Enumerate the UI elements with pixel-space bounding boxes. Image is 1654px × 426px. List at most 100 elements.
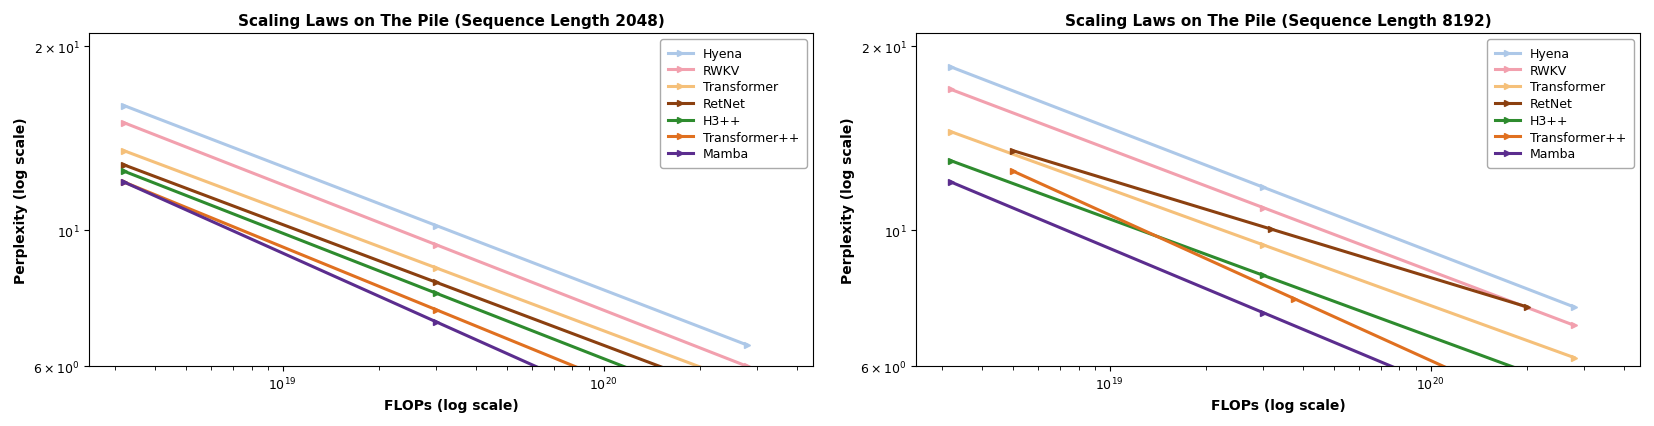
Hyena — [678, 320, 698, 325]
RWKV — [1465, 286, 1485, 291]
Transformer++ — [1335, 320, 1355, 325]
Line: RetNet: RetNet — [121, 162, 751, 403]
Transformer — [114, 149, 134, 154]
Hyena — [485, 246, 504, 251]
Mamba — [1312, 335, 1331, 340]
Line: Mamba: Mamba — [948, 179, 1578, 426]
Transformer — [941, 130, 961, 135]
Hyena — [116, 104, 136, 109]
Transformer++ — [116, 181, 136, 186]
Mamba — [943, 181, 963, 186]
Hyena — [1505, 282, 1525, 287]
H3++ — [1565, 387, 1585, 392]
Legend: Hyena, RWKV, Transformer, RetNet, H3++, Transformer++, Mamba: Hyena, RWKV, Transformer, RetNet, H3++, … — [660, 40, 807, 169]
RetNet — [1517, 305, 1537, 310]
RetNet — [1006, 149, 1025, 154]
X-axis label: FLOPs (log scale): FLOPs (log scale) — [1211, 398, 1346, 412]
H3++ — [495, 318, 514, 323]
H3++ — [114, 169, 134, 174]
RetNet — [114, 163, 134, 168]
Transformer++ — [1006, 170, 1025, 175]
Transformer — [483, 287, 503, 292]
Transformer — [1505, 334, 1525, 339]
RWKV — [116, 122, 136, 127]
RWKV — [1565, 323, 1585, 328]
Line: RWKV: RWKV — [121, 120, 751, 370]
RetNet — [1318, 244, 1338, 249]
Mamba — [1505, 416, 1525, 421]
Hyena — [941, 65, 961, 70]
H3++ — [116, 170, 136, 175]
Mamba — [941, 180, 961, 185]
Transformer — [738, 382, 758, 387]
RWKV — [483, 265, 503, 270]
Title: Scaling Laws on The Pile (Sequence Length 8192): Scaling Laws on The Pile (Sequence Lengt… — [1065, 14, 1492, 29]
Transformer — [1565, 355, 1585, 360]
H3++ — [678, 389, 698, 394]
Transformer — [678, 360, 698, 366]
RWKV — [678, 341, 698, 346]
Transformer++ — [114, 180, 134, 185]
Line: Transformer: Transformer — [121, 148, 751, 388]
X-axis label: FLOPs (log scale): FLOPs (log scale) — [384, 398, 519, 412]
RWKV — [485, 265, 504, 271]
Hyena — [1322, 212, 1341, 217]
Mamba — [483, 345, 503, 350]
RetNet — [1004, 149, 1024, 154]
Hyena — [1310, 207, 1330, 212]
RWKV — [941, 88, 961, 93]
RWKV — [114, 121, 134, 126]
RetNet — [1307, 241, 1327, 246]
RetNet — [1469, 290, 1489, 295]
Line: Transformer: Transformer — [948, 129, 1578, 361]
Transformer++ — [495, 336, 514, 341]
H3++ — [943, 159, 963, 164]
Hyena — [495, 250, 514, 255]
RWKV — [638, 325, 658, 331]
Line: Mamba: Mamba — [121, 179, 751, 426]
Title: Scaling Laws on The Pile (Sequence Length 2048): Scaling Laws on The Pile (Sequence Lengt… — [238, 14, 665, 29]
Line: Hyena: Hyena — [121, 103, 751, 348]
Hyena — [1465, 267, 1485, 272]
H3++ — [1322, 298, 1341, 303]
RWKV — [943, 89, 963, 94]
H3++ — [483, 313, 503, 318]
Mamba — [485, 346, 504, 351]
Hyena — [638, 305, 658, 310]
Line: Hyena: Hyena — [948, 64, 1578, 311]
Mamba — [114, 180, 134, 185]
Mamba — [638, 414, 658, 420]
Y-axis label: Perplexity (log scale): Perplexity (log scale) — [13, 117, 28, 283]
H3++ — [1505, 366, 1525, 371]
Transformer — [485, 288, 504, 293]
H3++ — [1312, 294, 1331, 299]
Transformer++ — [678, 411, 698, 416]
Line: Transformer++: Transformer++ — [121, 179, 751, 426]
RWKV — [738, 364, 758, 369]
RetNet — [495, 306, 514, 311]
RetNet — [638, 360, 658, 365]
H3++ — [1310, 294, 1330, 299]
RWKV — [495, 270, 514, 275]
H3++ — [638, 374, 658, 379]
Line: RetNet: RetNet — [1009, 148, 1530, 311]
Mamba — [495, 351, 514, 356]
Mamba — [1310, 334, 1330, 339]
Line: H3++: H3++ — [121, 168, 751, 418]
Transformer++ — [1004, 169, 1024, 174]
Line: Transformer++: Transformer++ — [1009, 168, 1578, 426]
Transformer++ — [1336, 320, 1356, 325]
RetNet — [678, 375, 698, 380]
Transformer++ — [1565, 423, 1585, 426]
RWKV — [1322, 232, 1341, 237]
RetNet — [483, 301, 503, 306]
Hyena — [114, 104, 134, 109]
Transformer++ — [483, 331, 503, 336]
Transformer — [116, 150, 136, 155]
Legend: Hyena, RWKV, Transformer, RetNet, H3++, Transformer++, Mamba: Hyena, RWKV, Transformer, RetNet, H3++, … — [1487, 40, 1634, 169]
Transformer — [495, 291, 514, 296]
RetNet — [1436, 280, 1456, 285]
Hyena — [943, 66, 963, 71]
Transformer++ — [485, 331, 504, 337]
Y-axis label: Perplexity (log scale): Perplexity (log scale) — [840, 117, 855, 283]
